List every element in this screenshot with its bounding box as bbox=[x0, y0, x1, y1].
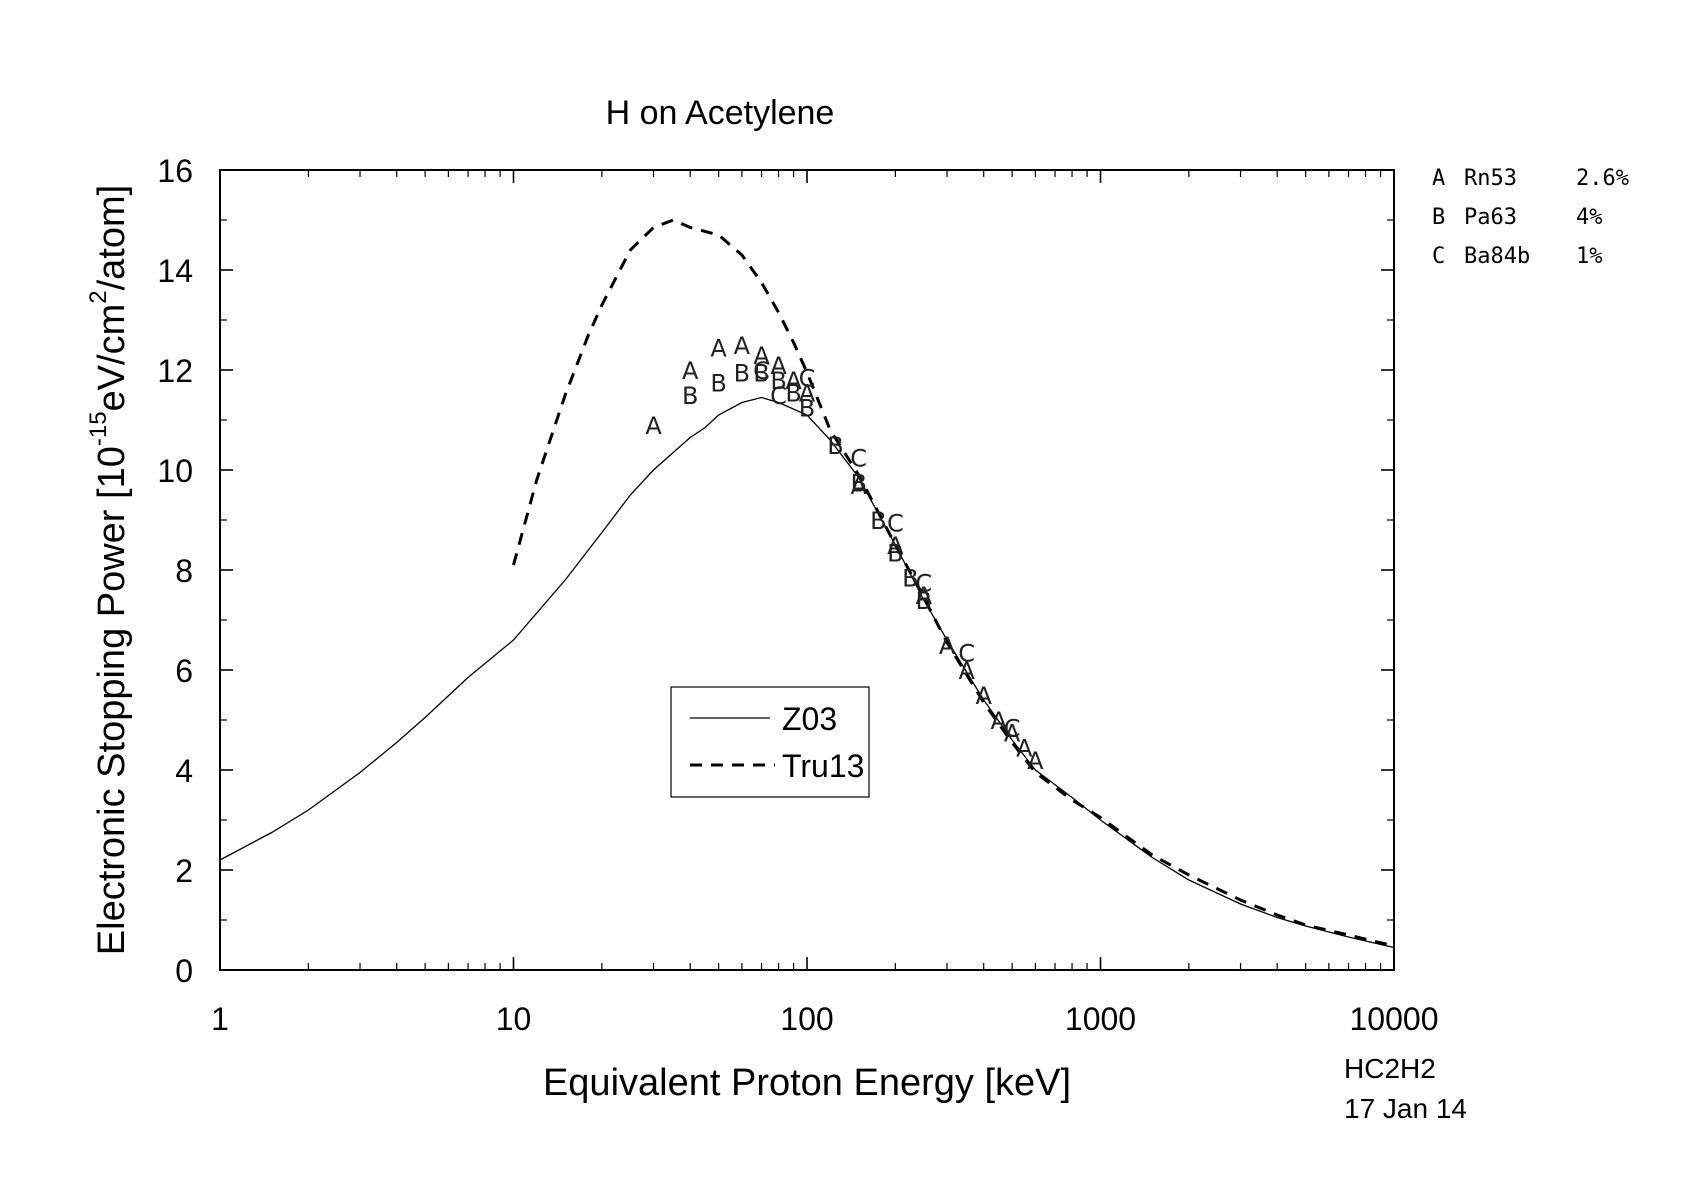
data-point-c: C bbox=[753, 357, 770, 385]
data-point-c: C bbox=[770, 382, 787, 410]
data-point-b: B bbox=[770, 367, 786, 395]
data-point-a: A bbox=[975, 682, 992, 710]
axis-ticks bbox=[219, 169, 1395, 971]
data-point-a: A bbox=[991, 707, 1008, 735]
data-point-a: A bbox=[887, 532, 904, 560]
data-point-c: C bbox=[799, 365, 816, 393]
legend-label-z03: Z03 bbox=[782, 701, 837, 737]
y-tick-label: 14 bbox=[157, 253, 193, 289]
data-point-b: B bbox=[682, 382, 698, 410]
data-point-c: C bbox=[1004, 715, 1021, 743]
dataset-key-name-b: Pa63 bbox=[1464, 205, 1517, 230]
dataset-key-letter-a: A bbox=[1432, 166, 1445, 191]
legend-label-tru13: Tru13 bbox=[782, 748, 864, 784]
data-point-b: B bbox=[827, 432, 843, 460]
y-tick-label: 16 bbox=[157, 153, 193, 189]
y-axis-label-middle: eV/cm bbox=[91, 304, 133, 412]
y-axis-label-group: Electronic Stopping Power [10-15eV/cm2/a… bbox=[85, 185, 133, 955]
y-tick-labels: 0 2 4 6 8 10 12 14 16 bbox=[157, 153, 193, 989]
data-point-c: C bbox=[915, 570, 932, 598]
data-point-c: C bbox=[958, 640, 975, 668]
y-tick-label: 4 bbox=[175, 753, 193, 789]
data-point-c: C bbox=[887, 510, 904, 538]
x-tick-label: 100 bbox=[780, 1001, 833, 1037]
series-line-tru13 bbox=[512, 218, 1395, 948]
y-tick-label: 10 bbox=[157, 453, 193, 489]
y-tick-label: 8 bbox=[175, 553, 193, 589]
x-tick-label: 1 bbox=[211, 1001, 229, 1037]
dataset-key: A Rn53 2.6% B Pa63 4% C Ba84b 1% bbox=[1432, 166, 1629, 269]
data-point-a: A bbox=[785, 367, 802, 395]
data-point-b: B bbox=[916, 587, 932, 615]
x-tick-label: 10 bbox=[496, 1001, 532, 1037]
x-tick-labels: 1 10 100 1000 10000 bbox=[211, 1001, 1438, 1037]
y-axis-label: Electronic Stopping Power [10-15eV/cm2/a… bbox=[85, 185, 133, 955]
series-layer bbox=[219, 218, 1395, 949]
y-axis-label-start: Electronic Stopping Power [10 bbox=[91, 446, 133, 955]
data-point-c: C bbox=[850, 445, 867, 473]
data-point-a: A bbox=[850, 472, 867, 500]
footer-date: 17 Jan 14 bbox=[1344, 1093, 1467, 1124]
data-point-a: A bbox=[710, 335, 727, 363]
dataset-key-letter-c: C bbox=[1432, 244, 1445, 269]
data-point-a: A bbox=[1027, 747, 1044, 775]
data-point-a: A bbox=[939, 632, 956, 660]
dataset-key-error-c: 1% bbox=[1576, 244, 1603, 269]
data-point-a: A bbox=[734, 332, 751, 360]
plot-frame bbox=[219, 169, 1395, 971]
x-axis-label: Equivalent Proton Energy [keV] bbox=[543, 1062, 1071, 1104]
y-axis-label-end: /atom] bbox=[91, 185, 133, 291]
data-point-a: A bbox=[770, 352, 787, 380]
x-tick-label: 10000 bbox=[1350, 1001, 1439, 1037]
y-tick-label: 0 bbox=[175, 953, 193, 989]
chart-title: H on Acetylene bbox=[606, 94, 835, 132]
legend-box bbox=[670, 686, 870, 798]
y-axis-label-exponent-1: -15 bbox=[85, 411, 112, 446]
data-point-b: B bbox=[734, 360, 750, 388]
data-point-b: B bbox=[710, 370, 726, 398]
dataset-key-letter-b: B bbox=[1432, 205, 1445, 230]
data-point-a: A bbox=[799, 380, 816, 408]
dataset-key-name-c: Ba84b bbox=[1464, 244, 1530, 269]
data-point-a: A bbox=[645, 412, 662, 440]
y-tick-label: 6 bbox=[175, 653, 193, 689]
data-point-a: A bbox=[1016, 735, 1033, 763]
dataset-key-error-a: 2.6% bbox=[1576, 166, 1629, 191]
y-axis-label-exponent-2: 2 bbox=[85, 290, 112, 303]
legend: Z03 Tru13 bbox=[670, 686, 870, 798]
data-point-b: B bbox=[887, 540, 903, 568]
footer-code: HC2H2 bbox=[1344, 1053, 1436, 1084]
data-point-a: A bbox=[1004, 720, 1021, 748]
data-point-b: B bbox=[785, 380, 801, 408]
data-point-a: A bbox=[958, 657, 975, 685]
series-line-z03 bbox=[219, 396, 1395, 949]
dataset-key-name-a: Rn53 bbox=[1464, 166, 1517, 191]
dataset-key-error-b: 4% bbox=[1576, 205, 1603, 230]
data-point-a: A bbox=[916, 582, 933, 610]
data-point-b: B bbox=[850, 470, 866, 498]
data-point-b: B bbox=[799, 395, 815, 423]
data-point-a: A bbox=[753, 342, 770, 370]
data-point-b: B bbox=[870, 507, 886, 535]
y-tick-label: 12 bbox=[157, 353, 193, 389]
y-tick-label: 2 bbox=[175, 853, 193, 889]
data-point-b: B bbox=[753, 360, 769, 388]
data-point-b: B bbox=[902, 565, 918, 593]
x-tick-label: 1000 bbox=[1065, 1001, 1136, 1037]
data-point-a: A bbox=[682, 357, 699, 385]
